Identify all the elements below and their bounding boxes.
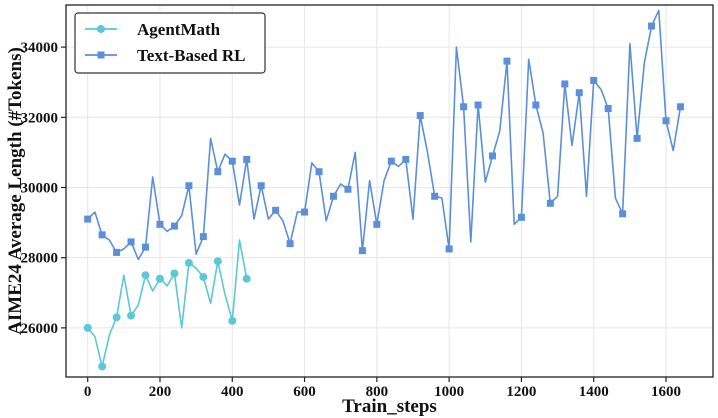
data-point-text-based-rl [489,152,497,160]
data-point-text-based-rl [286,240,294,248]
legend-label: Text-Based RL [137,46,245,65]
data-point-text-based-rl [474,101,482,109]
data-point-text-based-rl [517,213,525,221]
x-tick-label: 1000 [434,384,464,400]
legend-label: AgentMath [137,20,221,39]
legend-swatch-marker [97,51,105,59]
y-tick-label: 34000 [21,40,59,56]
data-point-text-based-rl [416,112,424,120]
data-point-text-based-rl [676,103,684,111]
data-point-agentmath [98,362,107,371]
y-axis-title: AIME24 Average Length (#Tokens) [5,47,26,335]
y-tick-label: 30000 [21,180,59,196]
data-point-text-based-rl [619,210,627,218]
x-tick-label: 600 [293,384,316,400]
data-point-text-based-rl [590,76,598,84]
data-point-text-based-rl [633,134,641,142]
plot-frame [65,4,714,378]
data-point-text-based-rl [546,199,554,207]
data-point-text-based-rl [185,182,193,190]
data-point-agentmath [155,274,164,283]
data-point-text-based-rl [402,155,410,163]
data-point-text-based-rl [257,182,265,190]
series-text-based-rl [84,9,684,261]
data-point-text-based-rl [98,231,106,239]
data-point-text-based-rl [387,157,395,165]
data-point-text-based-rl [503,57,511,65]
data-point-text-based-rl [228,157,236,165]
grid [66,5,713,377]
legend-swatch-marker [97,25,105,33]
data-point-text-based-rl [301,208,309,216]
data-point-text-based-rl [142,243,150,251]
data-point-agentmath [184,258,193,267]
x-tick-label: 800 [366,384,389,400]
data-point-agentmath [170,269,179,278]
data-point-text-based-rl [315,168,323,176]
x-tick-label: 1200 [506,384,536,400]
ticks: 0 200 400 600 800 1000 1200 1400 1600 26000 28000 3… [21,40,682,400]
series-agentmath [83,239,251,371]
data-point-text-based-rl [113,248,121,256]
data-point-text-based-rl [561,80,569,88]
x-tick-label: 200 [149,384,172,400]
x-tick-label: 1400 [579,384,609,400]
data-point-text-based-rl [648,22,656,30]
data-point-text-based-rl [214,168,222,176]
data-point-text-based-rl [156,220,164,228]
data-point-text-based-rl [243,155,251,163]
legend-item-agentmath: AgentMath [85,20,221,39]
x-tick-label: 400 [221,384,244,400]
data-point-text-based-rl [170,222,178,230]
data-point-agentmath [213,257,222,266]
data-point-agentmath [141,271,150,280]
data-point-text-based-rl [431,192,439,200]
data-point-text-based-rl [84,215,92,223]
series-line-agentmath [87,239,248,368]
data-point-agentmath [199,272,208,281]
y-tick-label: 28000 [21,251,59,267]
data-point-text-based-rl [662,117,670,125]
y-tick-label: 32000 [21,110,59,126]
data-point-text-based-rl [373,220,381,228]
x-tick-label: 1600 [651,384,681,400]
data-point-agentmath [112,313,121,322]
data-point-text-based-rl [532,101,540,109]
data-point-agentmath [127,311,136,320]
data-point-text-based-rl [575,89,583,97]
x-tick-label: 0 [84,384,92,400]
data-point-text-based-rl [344,185,352,193]
data-point-text-based-rl [358,247,366,255]
legend: AgentMath Text-Based RL [74,12,266,74]
series-layer [83,9,684,371]
y-tick-label: 26000 [21,321,59,337]
legend-box [74,12,266,74]
legend-item-text-based-rl: Text-Based RL [85,46,245,65]
data-point-agentmath [83,323,92,332]
data-point-text-based-rl [127,238,135,246]
data-point-text-based-rl [272,206,280,214]
x-axis-title: Train_steps [342,396,437,417]
data-point-agentmath [242,274,251,283]
data-point-text-based-rl [329,192,337,200]
data-point-text-based-rl [604,105,612,113]
data-point-text-based-rl [460,103,468,111]
series-line-text-based-rl [87,9,682,261]
data-point-text-based-rl [199,233,207,241]
data-point-agentmath [228,316,237,325]
data-point-text-based-rl [445,245,453,253]
